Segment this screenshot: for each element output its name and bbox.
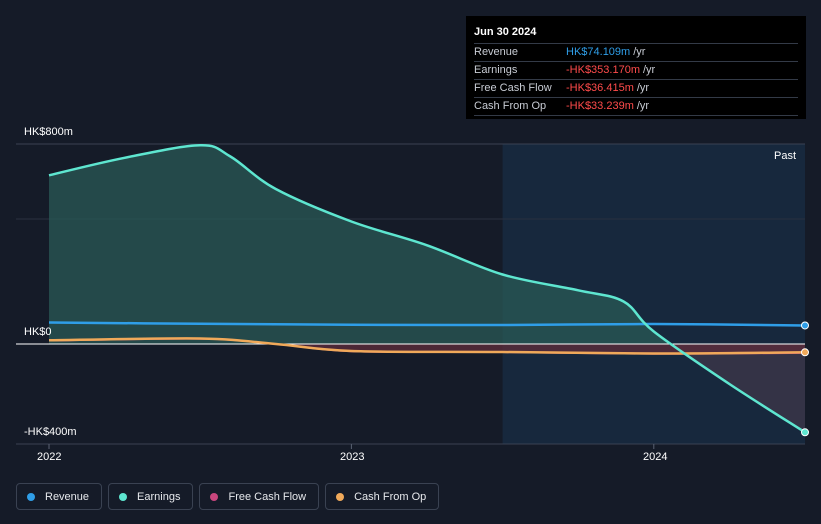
legend-label: Revenue (45, 490, 90, 503)
legend-dot-icon (336, 492, 345, 501)
legend-dot-icon (27, 492, 35, 501)
tooltip-value: HK$74.109m (566, 46, 631, 58)
tooltip-label: Earnings (474, 64, 518, 76)
tooltip-value: -HK$33.239m (566, 100, 634, 112)
tooltip-row-cfo: Cash From Op -HK$33.239m /yr (474, 97, 798, 116)
tooltip-unit: /yr (636, 100, 650, 112)
tooltip-row-fcf: Free Cash Flow -HK$36.415m /yr (474, 79, 798, 97)
past-label: Past (774, 150, 797, 162)
legend-label: Earnings (137, 490, 181, 503)
series-line-earnings (48, 144, 806, 434)
x-tick-label-2023: 2023 (340, 451, 365, 463)
tooltip-value: -HK$36.415m (566, 82, 634, 94)
legend: Revenue Earnings Free Cash Flow Cash Fro… (16, 483, 440, 510)
x-tick-label-2024: 2024 (643, 451, 668, 463)
y-tick-label-bottom: -HK$400m (24, 426, 77, 438)
tooltip-row-revenue: Revenue HK$74.109m /yr (474, 43, 798, 61)
tooltip-date: Jun 30 2024 (474, 26, 537, 38)
tooltip-label: Free Cash Flow (474, 82, 552, 94)
series-line-revenue (48, 321, 806, 327)
tooltip-unit: /yr (643, 64, 656, 76)
legend-item-revenue[interactable]: Revenue (16, 483, 103, 510)
tooltip-unit: /yr (633, 46, 646, 58)
tooltip-label: Cash From Op (474, 100, 547, 112)
earnings-area-positive (49, 145, 805, 344)
legend-item-earnings[interactable]: Earnings (108, 483, 194, 510)
series-line-cash-from-op (48, 337, 806, 355)
legend-label: Free Cash Flow (228, 490, 307, 503)
tooltip: Jun 30 2024 Revenue HK$74.109m /yr Earni… (466, 16, 806, 119)
y-tick-label-top: HK$800m (24, 126, 73, 138)
series-endpoint-earnings (801, 428, 809, 437)
x-tick-label-2022: 2022 (37, 451, 62, 463)
series-endpoint-cash-from-op (801, 348, 809, 357)
legend-label: Cash From Op (354, 490, 427, 503)
tooltip-value: -HK$353.170m (566, 64, 640, 76)
tooltip-unit: /yr (636, 82, 650, 94)
legend-dot-icon (119, 492, 128, 501)
series-endpoint-revenue (801, 321, 809, 330)
y-tick-label-zero: HK$0 (24, 326, 52, 338)
legend-item-free-cash-flow[interactable]: Free Cash Flow (199, 483, 320, 510)
legend-dot-icon (210, 492, 219, 501)
legend-item-cash-from-op[interactable]: Cash From Op (325, 483, 440, 510)
tooltip-row-earnings: Earnings -HK$353.170m /yr (474, 61, 798, 79)
tooltip-label: Revenue (474, 46, 519, 58)
fcf-area (49, 344, 805, 355)
